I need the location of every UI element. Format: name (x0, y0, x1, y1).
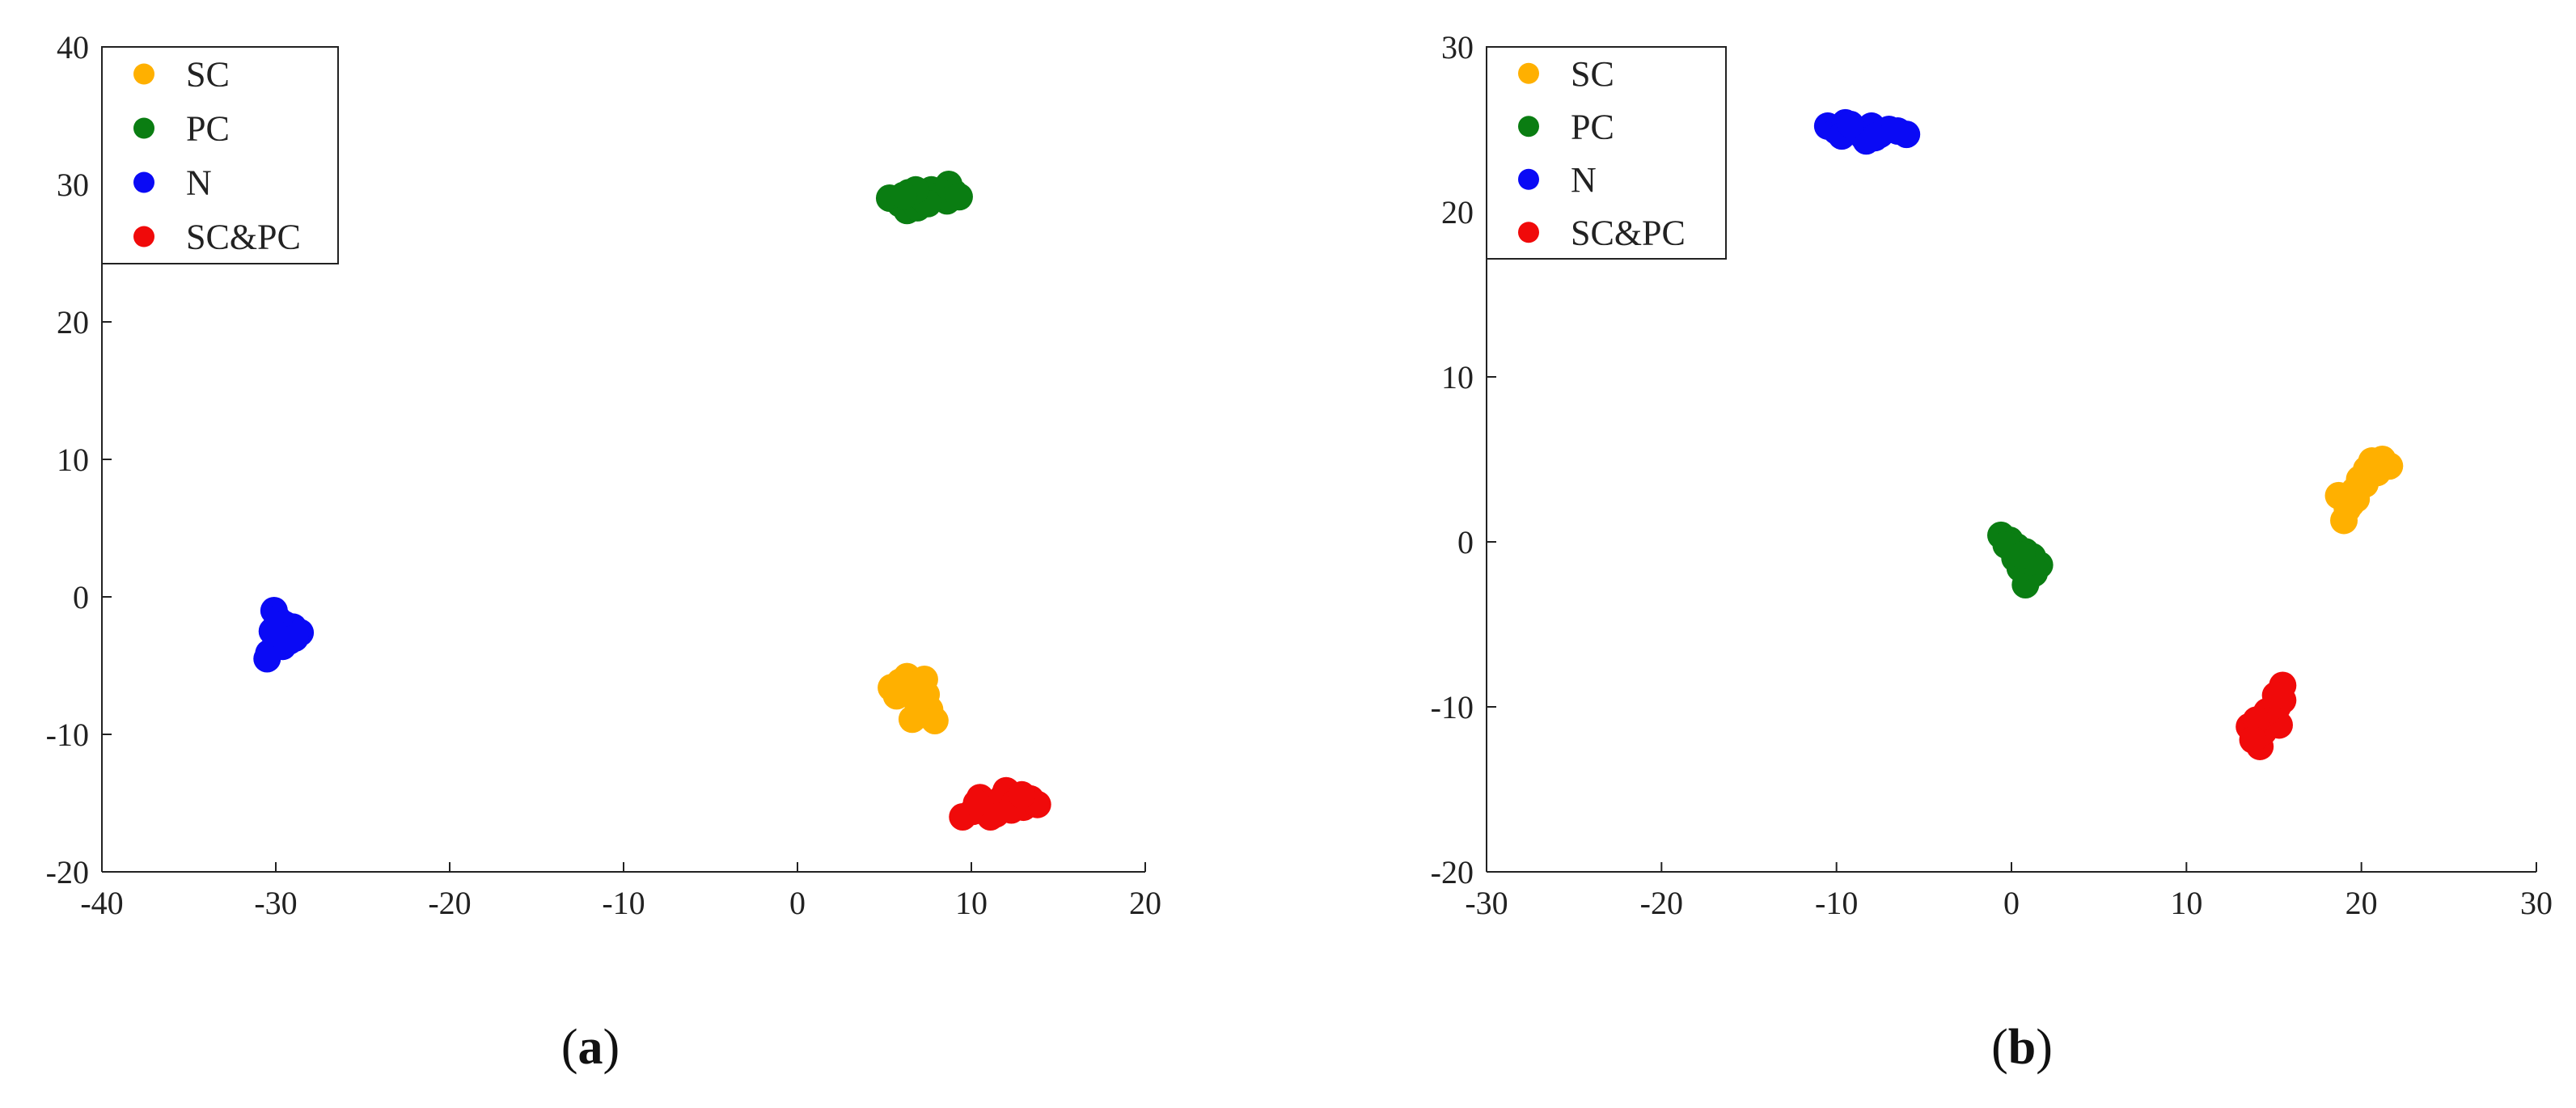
y-tick-label: 20 (57, 304, 89, 340)
x-tick-label: 20 (1129, 885, 1161, 921)
x-tick-label: -10 (1815, 885, 1858, 921)
legend-marker (133, 63, 154, 85)
series-n (253, 597, 315, 673)
legend-marker (1518, 168, 1539, 190)
y-tick-label: 30 (1441, 29, 1474, 66)
y-tick-label: 0 (1457, 524, 1474, 560)
y-tick-label: 30 (57, 167, 89, 203)
legend-label: N (186, 163, 212, 203)
data-point (2261, 681, 2290, 709)
series-n (1813, 108, 1921, 155)
legend-marker (133, 117, 154, 139)
series-sc (2324, 446, 2404, 535)
panel-label: (a) (561, 1020, 620, 1075)
panel-label: (b) (1991, 1020, 2053, 1075)
legend-label: SC (1571, 54, 1614, 94)
y-tick-label: 20 (1441, 194, 1474, 230)
data-point (281, 624, 309, 652)
chart-panel-a: -40 -30 -20 -10 0 10 20 -20 -10 0 10 20 30 40 SC PC N SC&… (46, 29, 1161, 1075)
legend-marker (1518, 222, 1539, 243)
data-point (898, 705, 926, 734)
y-tick-label: -10 (46, 717, 89, 753)
data-point (2365, 450, 2393, 479)
data-point (882, 682, 911, 710)
legend: SC PC N SC&PC (1486, 46, 1727, 260)
series-pc (1987, 521, 2054, 599)
x-tick-label: -30 (1465, 885, 1508, 921)
series-sc (878, 662, 949, 734)
legend-marker (133, 226, 154, 247)
data-point (1836, 110, 1864, 138)
legend-label: SC (186, 55, 230, 95)
x-tick-label: 0 (789, 885, 806, 921)
x-tick-label: -20 (428, 885, 471, 921)
series-pc (875, 171, 973, 225)
data-point (2342, 484, 2371, 513)
x-tick-label: 30 (2520, 885, 2553, 921)
x-tick-label: 10 (2170, 885, 2202, 921)
data-point (912, 680, 941, 708)
legend-marker (1518, 62, 1539, 84)
series-sc-pc (949, 776, 1051, 831)
legend-label: PC (186, 109, 230, 149)
chart-panel-b: -30 -20 -10 0 10 20 30-20-100102030SCPCNSC&PC(… (1431, 29, 2553, 1075)
x-tick-label: 0 (2003, 885, 2020, 921)
series-sc-pc (2235, 671, 2297, 760)
data-point (962, 789, 991, 817)
x-tick-label: 20 (2345, 885, 2378, 921)
legend-marker (133, 171, 154, 193)
y-tick-label: 0 (73, 579, 89, 615)
legend-label: PC (1571, 107, 1614, 146)
y-tick-label: -10 (1431, 689, 1474, 725)
data-point (253, 645, 281, 673)
y-tick-label: -20 (1431, 854, 1474, 890)
legend-marker (1518, 116, 1539, 137)
data-point (920, 707, 949, 734)
data-point (2239, 725, 2267, 754)
x-tick-label: -30 (254, 885, 297, 921)
data-point (945, 183, 973, 211)
data-point (1008, 780, 1036, 809)
legend-label: SC&PC (186, 218, 301, 257)
y-tick-label: -20 (46, 854, 89, 890)
y-tick-label: 10 (57, 442, 89, 478)
data-point (1893, 121, 1921, 149)
y-tick-label: 10 (1441, 359, 1474, 395)
x-tick-label: -20 (1640, 885, 1683, 921)
x-tick-label: -40 (80, 885, 123, 921)
legend-label: N (1571, 160, 1597, 200)
x-tick-label: -10 (602, 885, 645, 921)
x-tick-label: 10 (955, 885, 988, 921)
data-point (1861, 124, 1889, 152)
legend-label: SC&PC (1571, 213, 1686, 252)
data-point (890, 181, 918, 209)
data-point (258, 617, 286, 645)
data-point (2007, 541, 2036, 569)
legend: SC PC N SC&PC (101, 46, 339, 264)
y-tick-label: 40 (57, 29, 89, 66)
